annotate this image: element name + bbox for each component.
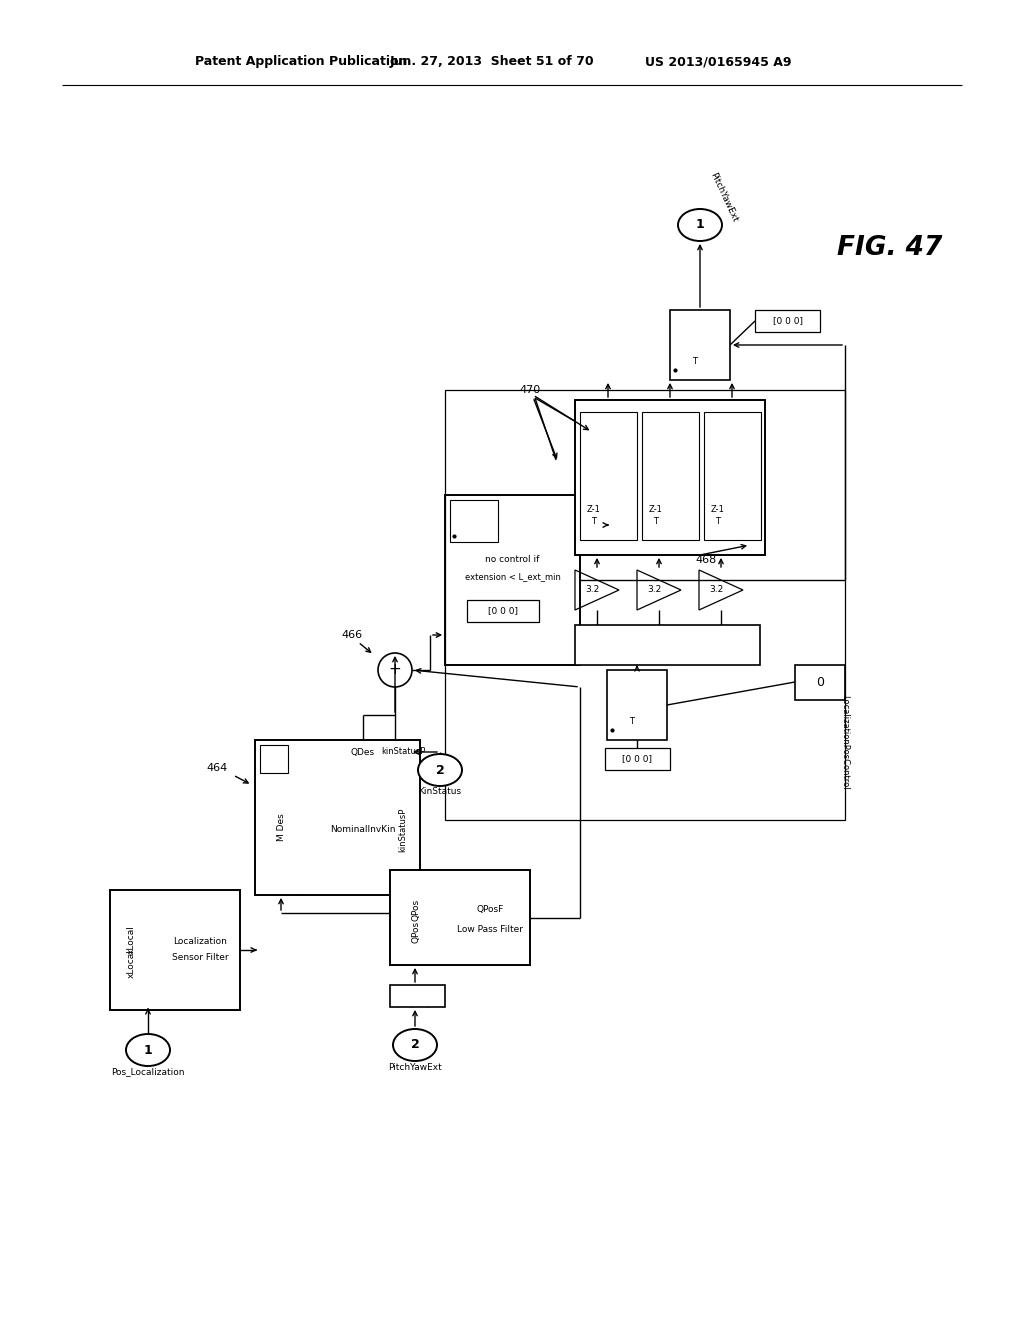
Ellipse shape <box>126 1034 170 1067</box>
Text: Jun. 27, 2013  Sheet 51 of 70: Jun. 27, 2013 Sheet 51 of 70 <box>390 55 595 69</box>
Text: 1: 1 <box>695 219 705 231</box>
Text: Localization: Localization <box>173 937 227 946</box>
Ellipse shape <box>678 209 722 242</box>
Text: M Des: M Des <box>276 813 286 841</box>
Bar <box>467 601 539 622</box>
Bar <box>605 748 670 770</box>
Bar <box>575 400 765 554</box>
Bar <box>445 495 580 665</box>
Text: 3.2: 3.2 <box>647 586 662 594</box>
Text: QPosF: QPosF <box>476 906 504 913</box>
Text: US 2013/0165945 A9: US 2013/0165945 A9 <box>645 55 792 69</box>
Text: QPos: QPos <box>412 920 421 942</box>
Text: 1: 1 <box>143 1044 153 1056</box>
Text: [0 0 0]: [0 0 0] <box>488 606 518 615</box>
Bar <box>670 310 730 380</box>
Text: QPos: QPos <box>412 899 421 920</box>
Bar <box>445 389 845 820</box>
Text: no control if: no control if <box>485 556 540 565</box>
Bar <box>607 671 667 741</box>
Text: NominalInvKin: NominalInvKin <box>331 825 395 834</box>
Bar <box>642 412 699 540</box>
Text: 0: 0 <box>816 676 824 689</box>
Bar <box>755 310 820 333</box>
Text: 466: 466 <box>341 630 362 640</box>
Text: Pos_Localization: Pos_Localization <box>112 1068 184 1077</box>
Bar <box>255 741 420 895</box>
Bar <box>705 412 761 540</box>
Text: 2: 2 <box>435 763 444 776</box>
Text: 2: 2 <box>411 1039 420 1052</box>
Text: PitchYawExt: PitchYawExt <box>708 170 739 223</box>
Text: PitchYawExt: PitchYawExt <box>388 1063 442 1072</box>
Text: +: + <box>389 663 401 677</box>
Text: Patent Application Publication: Patent Application Publication <box>195 55 408 69</box>
Text: LocalizationPosControl: LocalizationPosControl <box>841 696 850 789</box>
Text: 464: 464 <box>207 763 228 774</box>
Text: Z-1: Z-1 <box>587 506 601 515</box>
Text: QDes: QDes <box>351 747 375 756</box>
Text: kinStatusP: kinStatusP <box>398 808 408 851</box>
Bar <box>450 500 498 543</box>
Text: FIG. 47: FIG. 47 <box>838 235 943 261</box>
Text: Sensor Filter: Sensor Filter <box>172 953 228 962</box>
Text: Low Pass Filter: Low Pass Filter <box>457 925 523 935</box>
Text: KinStatus: KinStatus <box>419 788 462 796</box>
Text: [0 0 0]: [0 0 0] <box>773 317 803 326</box>
Text: [0 0 0]: [0 0 0] <box>622 755 652 763</box>
Bar <box>390 985 445 1007</box>
Text: 3.2: 3.2 <box>709 586 723 594</box>
Text: 3.2: 3.2 <box>585 586 599 594</box>
Text: T: T <box>653 517 658 527</box>
Bar <box>580 412 637 540</box>
Text: Z-1: Z-1 <box>711 506 725 515</box>
Text: T: T <box>716 517 721 527</box>
Bar <box>575 624 760 665</box>
Text: kinStatusP: kinStatusP <box>381 747 425 756</box>
Bar <box>390 870 530 965</box>
Text: 468: 468 <box>695 554 716 565</box>
Bar <box>795 665 845 700</box>
Text: xLocal: xLocal <box>127 925 135 954</box>
Ellipse shape <box>393 1030 437 1061</box>
Text: Z-1: Z-1 <box>649 506 663 515</box>
Text: T: T <box>692 358 697 367</box>
Text: T: T <box>592 517 597 527</box>
Text: T: T <box>630 718 635 726</box>
Text: xLocal: xLocal <box>127 949 135 978</box>
Circle shape <box>378 653 412 686</box>
Text: extension < L_ext_min: extension < L_ext_min <box>465 573 560 582</box>
Bar <box>260 744 288 774</box>
Text: 470: 470 <box>519 385 541 395</box>
Bar <box>110 890 240 1010</box>
Ellipse shape <box>418 754 462 785</box>
